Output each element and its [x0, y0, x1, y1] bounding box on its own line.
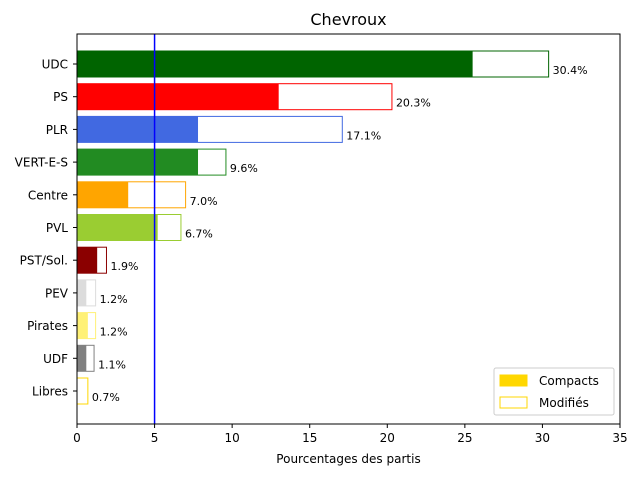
- bar-compacts: [77, 116, 199, 143]
- bar-total: [76, 377, 89, 405]
- y-tick-label: PST/Sol.: [20, 254, 68, 268]
- value-label: 0.7%: [92, 391, 120, 404]
- x-axis: 0 5 10 15 20 25 30 35: [73, 424, 628, 445]
- bar-compacts: [77, 149, 199, 176]
- legend: Compacts Modifiés: [493, 367, 615, 416]
- x-tick-label: 25: [457, 431, 472, 445]
- y-axis: UDC PS PLR VERT-E-S Centre PVL PST/Sol. PEV Pira…: [15, 58, 77, 399]
- y-tick-label: Libres: [32, 385, 68, 399]
- legend-swatch-modifies: [499, 396, 528, 409]
- value-label: 1.9%: [110, 260, 138, 273]
- legend-swatch-compacts: [499, 374, 528, 387]
- y-tick-label: Centre: [28, 188, 68, 202]
- bar-compacts: [77, 279, 87, 306]
- bar-compacts: [77, 214, 158, 241]
- y-tick-label: UDC: [42, 58, 68, 72]
- y-tick-label: PS: [53, 90, 68, 104]
- value-label: 1.1%: [98, 358, 126, 371]
- value-label: 6.7%: [185, 228, 213, 241]
- bar-compacts: [77, 345, 87, 372]
- x-tick-label: 20: [380, 431, 395, 445]
- y-tick-label: PVL: [46, 221, 68, 235]
- value-label: 7.0%: [190, 195, 218, 208]
- value-label: 20.3%: [396, 97, 431, 110]
- bar-compacts: [77, 312, 88, 339]
- x-tick-label: 15: [302, 431, 317, 445]
- x-tick-label: 10: [225, 431, 240, 445]
- y-tick-label: PLR: [46, 123, 68, 137]
- bar-compacts: [77, 247, 98, 274]
- value-label: 30.4%: [553, 64, 588, 77]
- x-tick-label: 5: [151, 431, 159, 445]
- x-tick-label: 35: [612, 431, 627, 445]
- chart-title: Chevroux: [310, 10, 386, 29]
- plot-frame: [76, 33, 621, 425]
- bars-layer: 30.4% 20.3% 17.1% 9.6% 7.0% 6.7% 1.9% 1.2% 1.2% 1…: [76, 34, 588, 424]
- legend-label: Modifiés: [539, 396, 589, 410]
- value-label: 9.6%: [230, 162, 258, 175]
- legend-label: Compacts: [539, 374, 599, 388]
- x-tick-label: 30: [535, 431, 550, 445]
- bar-compacts: [77, 51, 473, 77]
- y-tick-label: UDF: [43, 352, 68, 366]
- value-label: 17.1%: [346, 129, 381, 142]
- y-tick-label: Pirates: [27, 319, 68, 333]
- x-axis-label: Pourcentages des partis: [276, 452, 420, 466]
- value-label: 1.2%: [100, 326, 128, 339]
- x-tick-label: 0: [73, 431, 81, 445]
- y-tick-label: PEV: [45, 286, 69, 300]
- bar-compacts: [77, 181, 129, 208]
- value-label: 1.2%: [100, 293, 128, 306]
- y-tick-label: VERT-E-S: [15, 156, 68, 170]
- bar-compacts: [77, 83, 279, 110]
